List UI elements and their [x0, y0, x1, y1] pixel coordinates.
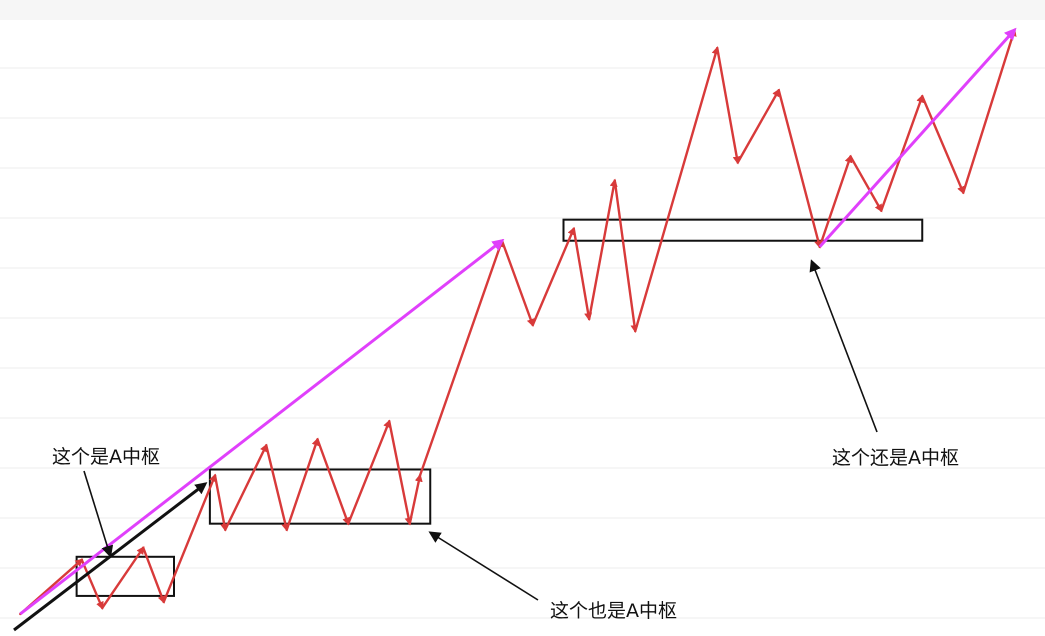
zigzag-segment [408, 473, 423, 525]
zigzag-segment [777, 89, 823, 249]
zigzag-segment [587, 178, 618, 321]
zigzag-segment [213, 474, 229, 532]
pointer-arrow-2 [428, 531, 539, 601]
zigzag-segment [736, 88, 780, 164]
zigzag-segment [634, 46, 720, 333]
zigzag-segment [101, 546, 145, 610]
top-band [0, 0, 1045, 20]
annotation-label-2: 这个也是A中枢 [550, 600, 677, 622]
zigzag-segment [962, 28, 1017, 194]
zigzag-segment [265, 444, 290, 532]
center-box-3 [562, 218, 924, 242]
zigzag-segment [142, 546, 166, 604]
zigzag-segment [572, 227, 593, 321]
zigzag-segment [388, 420, 413, 526]
zigzag-segment [285, 437, 320, 531]
zigzag-segment [347, 419, 391, 525]
annotation-label-1: 这个是A中枢 [52, 446, 160, 468]
zigzag-segment [80, 558, 104, 610]
zigzag-segment [531, 226, 576, 327]
zigzag-segment [418, 238, 504, 477]
annotation-label-3: 这个还是A中枢 [832, 447, 959, 469]
zigzag-segment [849, 155, 883, 213]
zigzag-segment [162, 473, 217, 604]
zigzag-segment [921, 95, 965, 195]
center-box-2 [208, 468, 432, 525]
zigzag-segment [716, 46, 741, 165]
pointer-arrow-1 [83, 470, 114, 558]
zigzag-segment [316, 438, 350, 526]
rising-trend-2 [818, 27, 1017, 248]
black-trend-arrow [13, 482, 208, 632]
pointer-arrow-3 [809, 259, 878, 433]
rising-trend-1 [19, 238, 505, 616]
zigzag-segment [818, 154, 853, 248]
zigzag-segment [613, 179, 639, 334]
zigzag-segment [500, 239, 535, 327]
zigzag-segment [224, 443, 268, 531]
